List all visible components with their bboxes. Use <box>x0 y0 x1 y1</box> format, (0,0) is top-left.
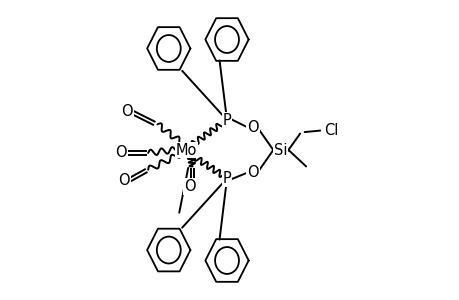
Text: O: O <box>246 166 258 181</box>
Text: O: O <box>118 173 129 188</box>
Text: O: O <box>121 104 133 119</box>
Text: Si: Si <box>274 142 287 158</box>
Text: P: P <box>222 112 231 128</box>
Text: Cl: Cl <box>323 123 337 138</box>
Text: O: O <box>246 119 258 134</box>
Text: O: O <box>115 145 127 160</box>
Text: P: P <box>222 171 231 186</box>
Text: O: O <box>184 179 195 194</box>
Text: Mo: Mo <box>176 142 197 158</box>
